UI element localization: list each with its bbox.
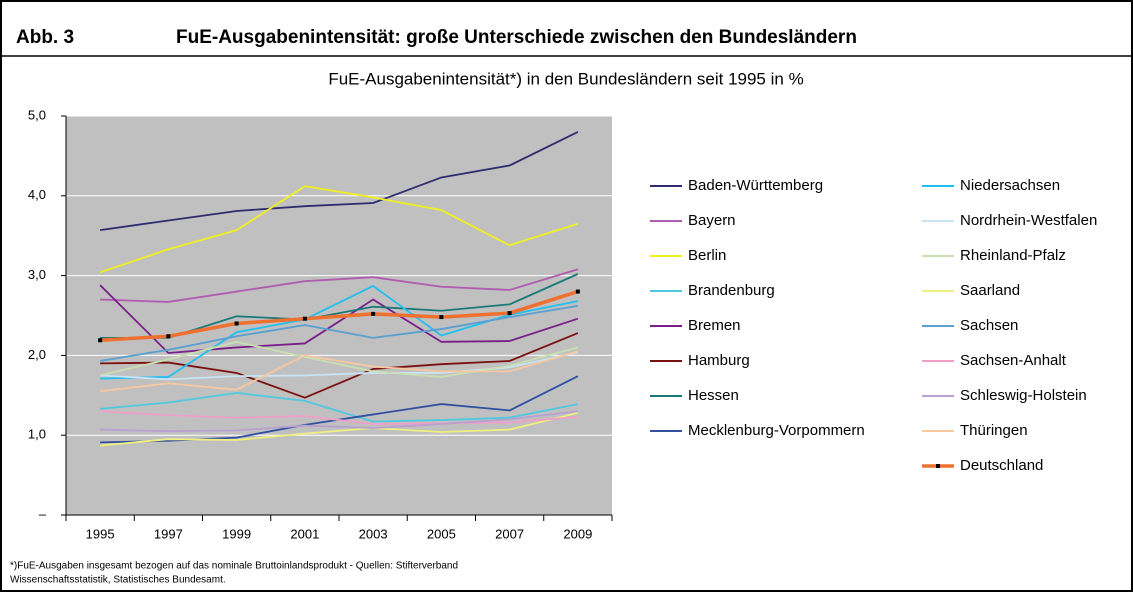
series-line (100, 410, 578, 425)
x-tick-label: 1997 (154, 526, 183, 541)
legend-label: Thüringen (960, 422, 1028, 439)
legend-label: Bayern (688, 212, 736, 229)
point-marker (439, 315, 444, 320)
series-line (99, 131, 579, 232)
legend-label: Saarland (960, 282, 1020, 299)
x-tick-label: 1999 (222, 526, 251, 541)
x-tick-label: 2009 (563, 526, 592, 541)
y-tick-label: 2,0 (28, 347, 46, 362)
legend-label: Sachsen-Anhalt (960, 352, 1067, 369)
x-tick-label: 2001 (290, 526, 319, 541)
series-line (100, 332, 579, 399)
legend-label: Sachsen (960, 317, 1018, 334)
legend-label: Rheinland-Pfalz (960, 247, 1066, 264)
header-title: FuE-Ausgabenintensität: große Unterschie… (176, 27, 857, 48)
legend-label: Brandenburg (688, 282, 775, 299)
legend-label: Niedersachsen (960, 177, 1060, 194)
legend-label: Hamburg (688, 352, 750, 369)
x-tick-label: 2007 (495, 526, 524, 541)
point-marker (575, 289, 580, 294)
y-tick-label: 1,0 (28, 427, 46, 442)
legend-label: Nordrhein-Westfalen (960, 212, 1097, 229)
footnote: *)FuE-Ausgaben insgesamt bezogen auf das… (10, 561, 458, 572)
point-marker (507, 311, 512, 316)
y-tick-label: – (39, 506, 47, 521)
legend-label: Berlin (688, 247, 726, 264)
series-line (100, 391, 579, 423)
series-line (99, 284, 579, 354)
series-line (99, 185, 579, 274)
legend-label: Bremen (688, 317, 741, 334)
y-tick-label: 5,0 (28, 107, 46, 122)
x-tick-label: 1995 (86, 526, 115, 541)
footnote: Wissenschaftsstatistik, Statistisches Bu… (10, 575, 226, 586)
legend-label: Deutschland (960, 457, 1043, 474)
point-marker (98, 338, 103, 343)
series-line (99, 305, 579, 362)
header-label: Abb. 3 (16, 27, 74, 48)
point-marker (371, 311, 376, 316)
series-line (100, 350, 579, 393)
x-tick-label: 2003 (359, 526, 388, 541)
point-marker (166, 334, 171, 339)
legend-label: Mecklenburg-Vorpommern (688, 422, 865, 439)
legend-label: Schleswig-Holstein (960, 387, 1087, 404)
chart-title: FuE-Ausgabenintensität*) in den Bundeslä… (328, 69, 803, 88)
series-line (100, 410, 578, 433)
series-line (99, 340, 579, 378)
legend-label: Baden-Württemberg (688, 177, 823, 194)
x-tick-label: 2005 (427, 526, 456, 541)
series-line (100, 268, 579, 303)
y-tick-label: 3,0 (28, 267, 46, 282)
legend-marker (936, 464, 940, 468)
legend-label: Hessen (688, 387, 739, 404)
series-line (100, 284, 579, 380)
series-line (100, 289, 579, 342)
point-marker (302, 316, 307, 321)
point-marker (234, 321, 239, 326)
y-tick-label: 4,0 (28, 187, 46, 202)
series-line (100, 411, 579, 447)
